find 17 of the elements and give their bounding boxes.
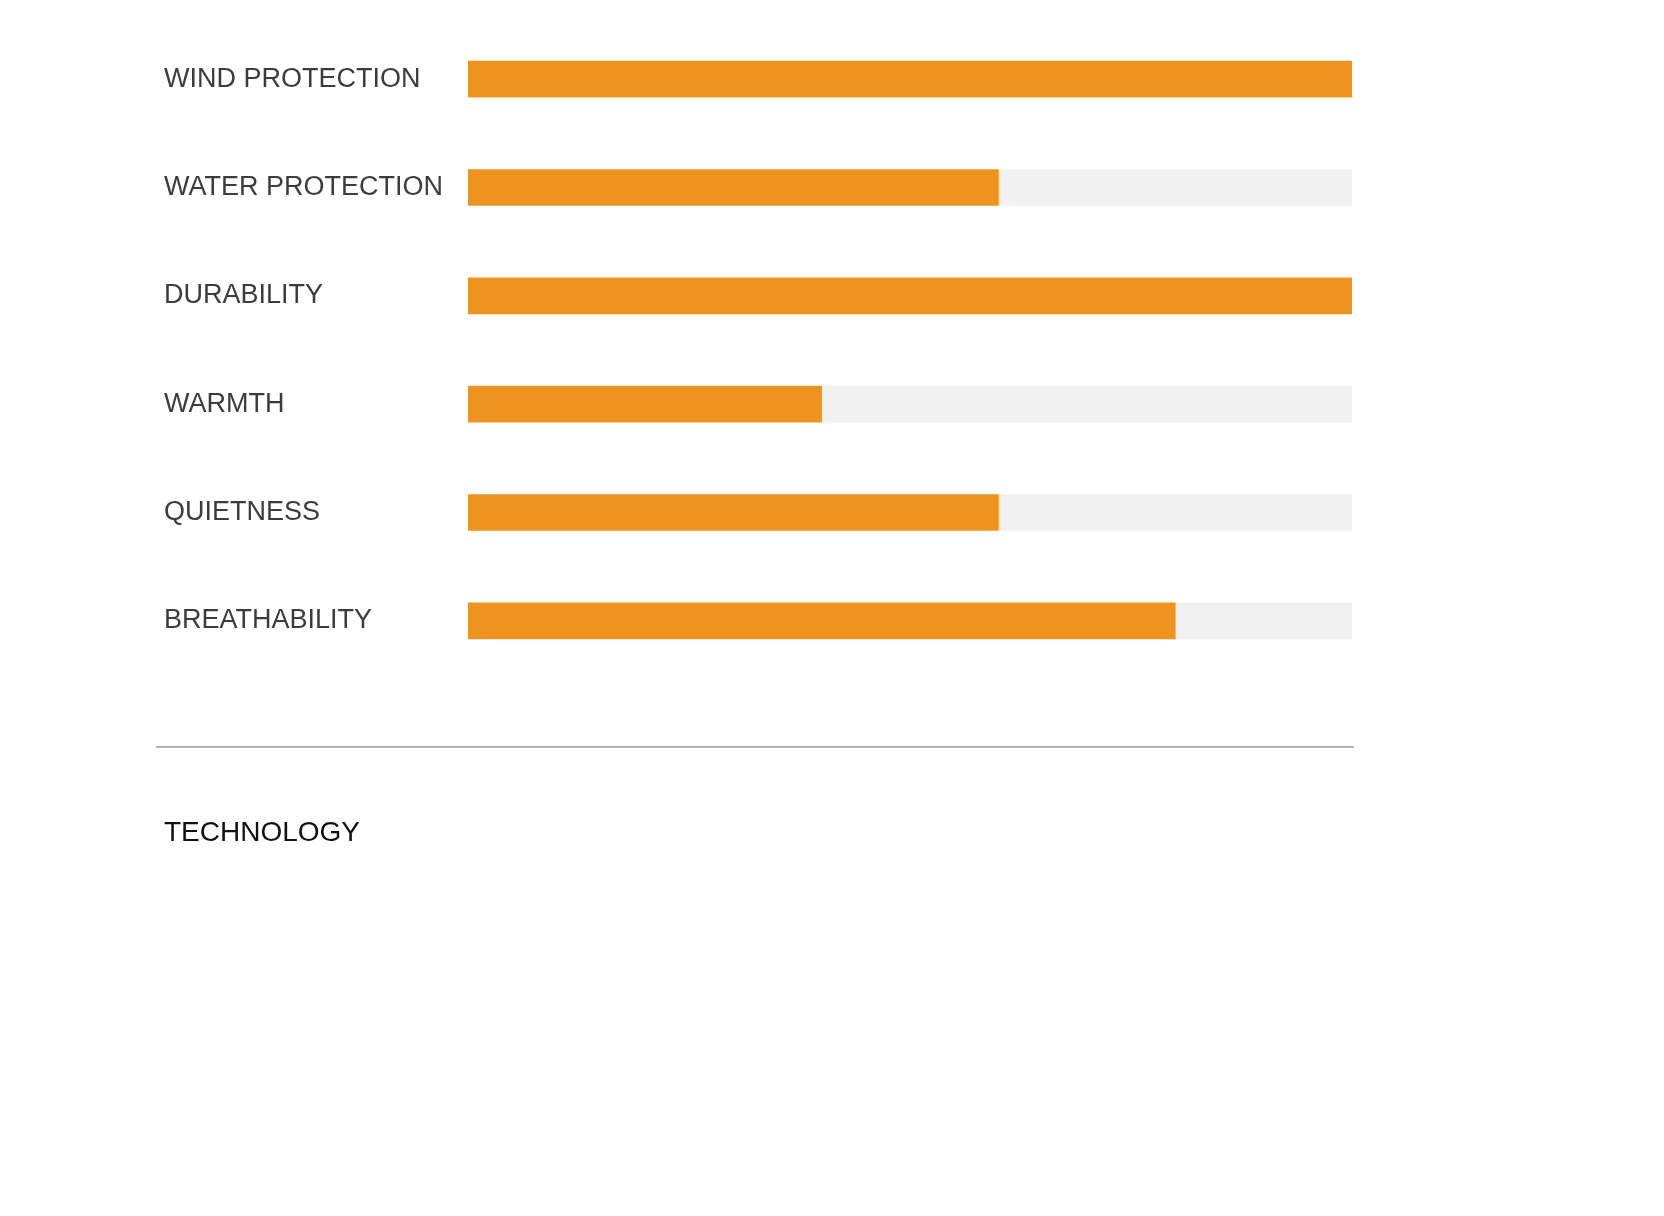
bar: [468, 277, 1352, 315]
bar: [998, 169, 1352, 206]
bar: [1174, 602, 1352, 640]
y-tick-label: BREATHABILITY: [164, 604, 373, 635]
bar: [821, 385, 1352, 423]
y-tick-label: DURABILITY: [164, 279, 324, 310]
y-tick-label: WATER PROTECTION: [164, 170, 443, 201]
bar: [998, 494, 1352, 531]
bar: [468, 385, 822, 423]
y-tick-label: WIND PROTECTION: [164, 62, 421, 93]
bar: [468, 494, 999, 531]
y-tick-label: WARMTH: [164, 387, 285, 418]
bar: [468, 602, 1176, 640]
bar: [468, 169, 999, 206]
y-tick-label: QUIETNESS: [164, 495, 321, 526]
bar: [468, 60, 1352, 98]
text: TECHNOLOGY: [164, 815, 361, 849]
